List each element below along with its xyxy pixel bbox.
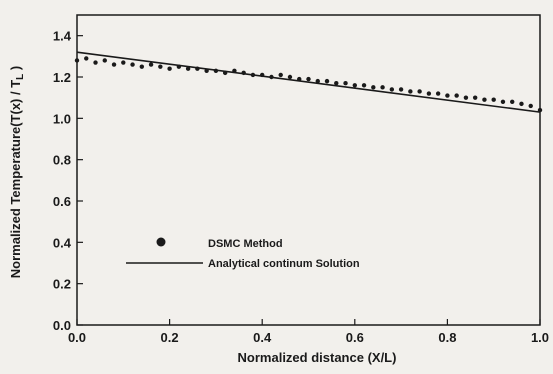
scatter-point-dsmc [500,99,506,105]
scatter-point-dsmc [269,74,274,80]
scatter-point-dsmc [232,68,237,74]
scatter-point-dsmc [250,72,256,78]
scatter-point-dsmc [139,64,145,69]
x-tick-label: 0.8 [438,330,456,345]
series-line-analytical [76,51,541,113]
scatter-point-dsmc [398,87,404,92]
scatter-point-dsmc [389,87,395,92]
scatter-point-dsmc [130,62,135,67]
scatter-point-dsmc [278,72,283,78]
scatter-point-dsmc [121,60,126,65]
scatter-point-dsmc [195,66,200,71]
y-tick-label: 0.8 [53,153,71,168]
scatter-point-dsmc [260,72,265,78]
scatter-point-dsmc [343,81,348,86]
scatter-point-dsmc [93,60,98,65]
scatter-point-dsmc [111,62,117,67]
x-axis-title: Normalized distance (X/L) [238,350,397,365]
y-tick-label: 0.6 [53,194,71,209]
scatter-point-dsmc [435,91,441,96]
scatter-point-dsmc [287,74,293,80]
scatter-point-dsmc [417,89,422,94]
scatter-point-dsmc [510,99,515,105]
scatter-point-dsmc [361,83,367,88]
scatter-point-dsmc [185,66,191,71]
y-tick-label: 1.2 [53,70,71,85]
scatter-point-dsmc [528,103,533,109]
scatter-point-dsmc [213,68,219,74]
y-tick-label: 0.0 [53,318,71,333]
scatter-point-dsmc [306,76,311,82]
scatter-point-dsmc [380,85,385,90]
scatter-point-dsmc [297,76,302,82]
plot-marks [74,51,543,113]
scatter-point-dsmc [241,70,246,76]
scatter-point-dsmc [204,68,209,74]
scatter-point-dsmc [371,85,376,90]
plot-frame [76,14,541,326]
scatter-point-dsmc [148,62,154,67]
scatter-point-dsmc [408,89,413,94]
scatter-point-dsmc [334,81,339,86]
legend-marker-dsmc [156,237,166,247]
scatter-point-dsmc [167,66,172,71]
y-tick-label: 0.2 [53,277,71,292]
legend: DSMC Method Analytical continum Solution [126,237,360,270]
scatter-point-dsmc [454,93,459,98]
scatter-point-dsmc [176,64,182,69]
x-tick-label: 0.6 [346,330,364,345]
y-axis-title-subscript: L [15,74,26,80]
scatter-point-dsmc [324,78,330,84]
scatter-point-dsmc [84,56,89,61]
scatter-point-dsmc [472,95,478,100]
y-tick-label: 1.0 [53,111,71,126]
legend-label-dsmc: DSMC Method [208,238,283,250]
scatter-point-dsmc [352,83,357,88]
scatter-point-dsmc [519,101,524,107]
scatter-point-dsmc [491,97,496,102]
scatter-point-dsmc [158,64,163,69]
scatter-point-dsmc [426,91,432,96]
x-tick-label: 1.0 [531,330,549,345]
x-tick-label: 0.4 [253,330,272,345]
scatter-point-dsmc [222,70,228,76]
x-tick-label: 0.0 [68,330,86,345]
scatter-point-dsmc [482,97,487,102]
y-tick-label: 0.4 [53,235,72,250]
y-axis-title-close: ) [8,66,23,74]
x-tick-label: 0.2 [161,330,179,345]
scatter-point-dsmc [315,78,320,84]
axis-ticks: 0.0 0.2 0.4 0.6 0.8 1.0 0.0 0.2 0.4 0.6 0.8 1.0 1.2 1… [53,29,549,345]
scatter-point-dsmc [463,95,469,100]
y-tick-label: 1.4 [53,29,72,44]
scatter-point-dsmc [445,93,450,98]
scatter-point-dsmc [102,58,107,63]
legend-label-analytical: Analytical continum Solution [208,258,360,270]
y-axis-title: Normalized Temperature(T(x) / TL ) [8,66,26,278]
y-axis-title-main: Normalized Temperature(T(x) / T [8,80,23,278]
